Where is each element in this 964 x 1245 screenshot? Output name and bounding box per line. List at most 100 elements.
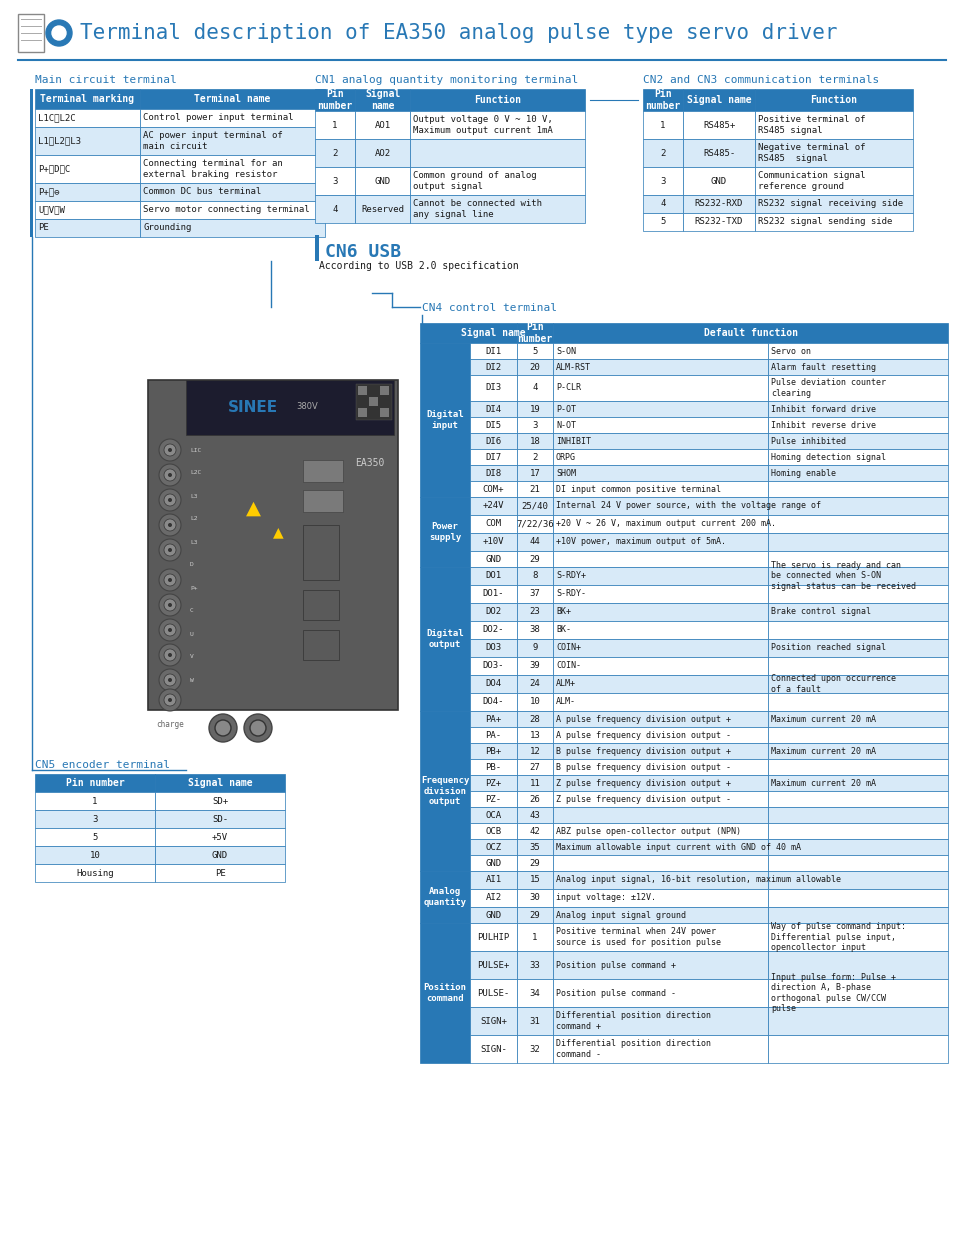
Text: DO4: DO4 bbox=[486, 680, 501, 688]
Circle shape bbox=[164, 599, 176, 611]
Bar bbox=[517, 855, 553, 871]
Text: 10: 10 bbox=[529, 697, 541, 706]
Text: According to USB 2.0 specification: According to USB 2.0 specification bbox=[319, 261, 519, 271]
Text: Inhibit reverse drive: Inhibit reverse drive bbox=[771, 421, 876, 430]
Bar bbox=[315, 139, 355, 167]
Text: COIN-: COIN- bbox=[556, 661, 581, 671]
Bar bbox=[355, 88, 410, 111]
Text: DI4: DI4 bbox=[486, 405, 501, 413]
Bar bbox=[553, 533, 768, 552]
Bar bbox=[517, 759, 553, 774]
Circle shape bbox=[159, 464, 181, 486]
Text: 3: 3 bbox=[93, 814, 97, 823]
Text: ABZ pulse open-collector output (NPN): ABZ pulse open-collector output (NPN) bbox=[556, 827, 741, 835]
Bar bbox=[768, 585, 948, 603]
Circle shape bbox=[168, 679, 172, 682]
Bar bbox=[470, 464, 517, 481]
Text: RS485+: RS485+ bbox=[703, 121, 736, 129]
Bar bbox=[755, 213, 913, 232]
Bar bbox=[683, 213, 755, 232]
Bar bbox=[768, 889, 948, 908]
Text: SIGN+: SIGN+ bbox=[480, 1016, 507, 1026]
Text: Servo motor connecting terminal: Servo motor connecting terminal bbox=[143, 205, 309, 214]
Text: Common DC bus terminal: Common DC bus terminal bbox=[143, 188, 261, 197]
Text: P+: P+ bbox=[190, 585, 198, 590]
Text: GND: GND bbox=[710, 177, 727, 186]
Bar bbox=[553, 727, 768, 743]
Text: Maximum allowable input current with GND of 40 mA: Maximum allowable input current with GND… bbox=[556, 843, 801, 852]
Bar bbox=[470, 1007, 517, 1035]
Text: 32: 32 bbox=[529, 1045, 541, 1053]
Text: OCZ: OCZ bbox=[486, 843, 501, 852]
Bar bbox=[470, 359, 517, 375]
Bar bbox=[553, 839, 768, 855]
Text: Connecting terminal for an
external braking resistor: Connecting terminal for an external brak… bbox=[143, 159, 282, 179]
Bar bbox=[553, 855, 768, 871]
Text: 20: 20 bbox=[529, 362, 541, 371]
Bar bbox=[380, 386, 389, 395]
Text: GND: GND bbox=[486, 859, 501, 868]
Bar bbox=[470, 693, 517, 711]
Bar bbox=[768, 639, 948, 657]
Bar bbox=[420, 566, 470, 711]
Text: S-RDY+: S-RDY+ bbox=[556, 571, 586, 580]
Text: Analog
quantity: Analog quantity bbox=[423, 888, 467, 906]
Bar bbox=[470, 481, 517, 497]
Circle shape bbox=[209, 713, 237, 742]
Text: Digital
input: Digital input bbox=[426, 411, 464, 430]
Bar bbox=[517, 515, 553, 533]
Text: P+、⊖: P+、⊖ bbox=[38, 188, 60, 197]
Bar bbox=[768, 774, 948, 791]
Bar bbox=[155, 828, 285, 847]
Text: Maximum current 20 mA: Maximum current 20 mA bbox=[771, 747, 876, 756]
Bar bbox=[303, 459, 343, 482]
Bar bbox=[517, 417, 553, 433]
Bar bbox=[470, 889, 517, 908]
Text: PE: PE bbox=[38, 224, 49, 233]
Bar bbox=[553, 1035, 768, 1063]
Bar bbox=[155, 847, 285, 864]
Text: AI1: AI1 bbox=[486, 875, 501, 884]
Bar bbox=[470, 711, 517, 727]
Bar bbox=[553, 566, 768, 585]
Text: A pulse frequency division output -: A pulse frequency division output - bbox=[556, 731, 731, 740]
Bar bbox=[768, 464, 948, 481]
Bar bbox=[517, 807, 553, 823]
Text: L1、L2、L3: L1、L2、L3 bbox=[38, 137, 81, 146]
Bar bbox=[553, 823, 768, 839]
Circle shape bbox=[159, 594, 181, 616]
Text: ALM-RST: ALM-RST bbox=[556, 362, 591, 371]
Bar bbox=[768, 417, 948, 433]
Circle shape bbox=[168, 627, 172, 632]
Bar bbox=[470, 791, 517, 807]
Bar bbox=[768, 908, 948, 923]
Bar bbox=[35, 183, 140, 200]
Circle shape bbox=[168, 498, 172, 502]
Text: SINEE: SINEE bbox=[228, 400, 279, 415]
Bar bbox=[470, 533, 517, 552]
Text: 2: 2 bbox=[532, 452, 538, 462]
Text: P+、D、C: P+、D、C bbox=[38, 164, 70, 173]
Circle shape bbox=[168, 603, 172, 608]
Text: COM: COM bbox=[486, 519, 501, 528]
Bar bbox=[643, 88, 683, 111]
Bar bbox=[303, 491, 343, 512]
Bar bbox=[768, 359, 948, 375]
Text: 29: 29 bbox=[529, 859, 541, 868]
Text: Signal name: Signal name bbox=[686, 95, 751, 105]
Circle shape bbox=[168, 523, 172, 527]
Text: 37: 37 bbox=[529, 589, 541, 599]
Bar bbox=[768, 823, 948, 839]
Bar bbox=[553, 693, 768, 711]
Bar bbox=[410, 139, 585, 167]
Text: 21: 21 bbox=[529, 484, 541, 493]
Text: SD-: SD- bbox=[212, 814, 228, 823]
Circle shape bbox=[168, 548, 172, 552]
Bar bbox=[553, 375, 768, 401]
Text: Maximum current 20 mA: Maximum current 20 mA bbox=[771, 715, 876, 723]
Bar bbox=[553, 657, 768, 675]
Bar bbox=[643, 213, 683, 232]
Bar bbox=[553, 774, 768, 791]
Text: 4: 4 bbox=[532, 383, 538, 392]
Text: 28: 28 bbox=[529, 715, 541, 723]
